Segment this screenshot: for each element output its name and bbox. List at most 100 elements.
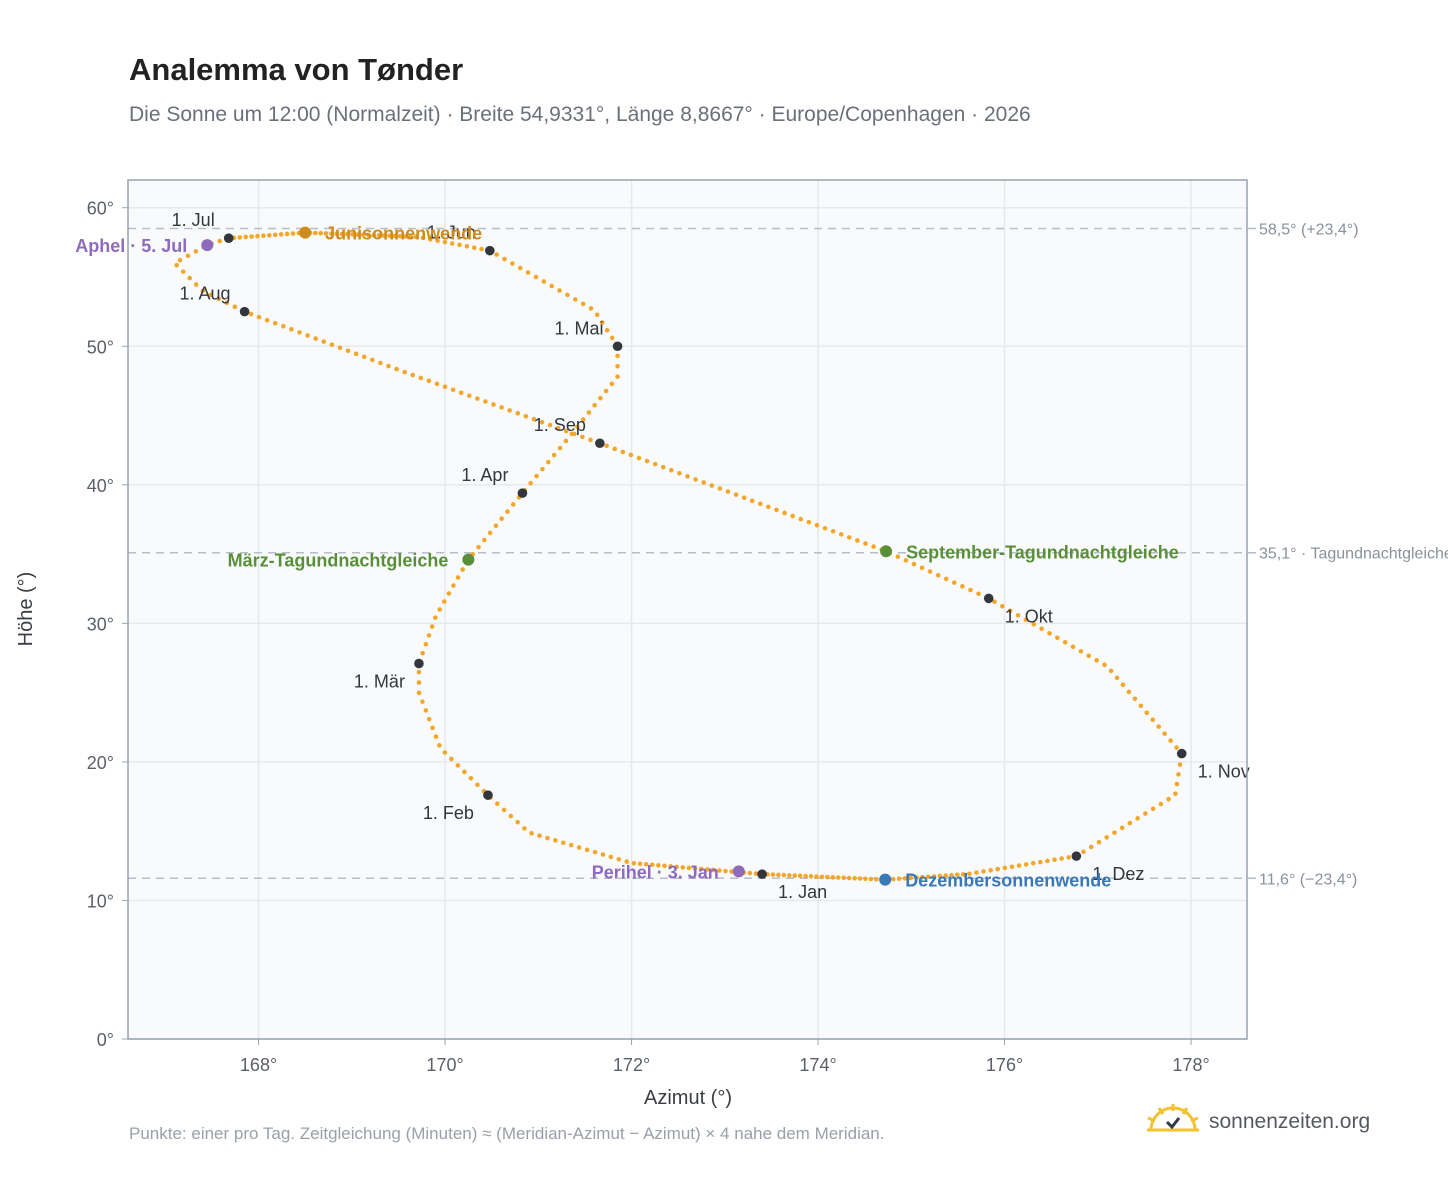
- daily-sun-point: [628, 452, 634, 458]
- daily-sun-point: [1016, 863, 1022, 868]
- daily-sun-point: [968, 587, 973, 593]
- daily-sun-point: [649, 862, 655, 868]
- brand[interactable]: sonnenzeiten.org: [1145, 1102, 1370, 1141]
- daily-sun-point: [476, 544, 481, 550]
- daily-sun-point: [588, 437, 593, 443]
- daily-sun-point: [272, 320, 278, 326]
- daily-sun-point: [193, 249, 199, 254]
- y-axis-label: Höhe (°): [15, 572, 37, 647]
- daily-sun-point: [608, 854, 614, 860]
- daily-sun-point: [174, 262, 180, 268]
- daily-sun-point: [903, 558, 909, 563]
- daily-sun-point: [995, 866, 1001, 872]
- month-marker: [612, 341, 623, 352]
- daily-sun-point: [1002, 865, 1008, 871]
- event-markers: Junisonnenwende Aphel · 5. Jul März-Tagund…: [75, 224, 1179, 891]
- daily-sun-point: [1104, 835, 1109, 840]
- y-tick-label: 40°: [87, 476, 114, 496]
- daily-sun-point: [830, 875, 836, 880]
- daily-sun-point: [1150, 717, 1156, 722]
- daily-sun-point: [600, 852, 606, 857]
- daily-sun-point: [588, 306, 594, 311]
- daily-sun-point: [890, 876, 896, 882]
- daily-sun-point: [723, 868, 728, 874]
- daily-sun-point: [974, 870, 979, 875]
- daily-sun-point: [770, 872, 776, 877]
- daily-sun-point: [446, 591, 452, 596]
- plot-background: [128, 180, 1247, 1039]
- chart-subtitle: Die Sonne um 12:00 (Normalzeit) · Breite…: [129, 103, 1031, 126]
- daily-sun-point: [344, 231, 350, 237]
- daily-sun-point: [575, 424, 580, 430]
- daily-sun-point: [797, 873, 803, 879]
- month-marker: [1176, 748, 1187, 759]
- daily-sun-point: [1088, 844, 1094, 850]
- daily-sun-point: [378, 360, 383, 366]
- daily-sun-point: [493, 523, 499, 529]
- daily-sun-point: [1162, 731, 1167, 736]
- daily-sun-point: [427, 237, 433, 242]
- daily-sun-point: [272, 232, 278, 238]
- daily-sun-point: [450, 387, 456, 393]
- daily-sun-point: [547, 422, 553, 428]
- daily-sun-point: [580, 301, 586, 307]
- daily-sun-point: [449, 241, 455, 246]
- daily-sun-point: [1047, 630, 1052, 636]
- daily-sun-point: [217, 238, 222, 244]
- daily-sun-point: [1119, 825, 1125, 831]
- month-marker: [485, 245, 495, 256]
- daily-sun-point: [863, 541, 868, 546]
- daily-sun-point: [350, 232, 355, 237]
- daily-sun-point: [1108, 668, 1114, 674]
- daily-sun-point: [435, 238, 440, 244]
- daily-sun-point: [603, 388, 609, 394]
- daily-sun-point: [863, 876, 868, 882]
- daily-sun-point: [408, 234, 414, 239]
- daily-sun-point: [1066, 855, 1071, 860]
- daily-sun-point: [449, 756, 454, 762]
- reference-line-label: 35,1° · Tagundnachtgleiche: [1259, 546, 1448, 563]
- daily-sun-point: [510, 261, 515, 266]
- y-tick-label: 60°: [87, 199, 114, 219]
- daily-sun-point: [1156, 724, 1162, 729]
- daily-sun-point: [281, 323, 286, 329]
- daily-sun-point: [1112, 830, 1117, 835]
- daily-sun-point: [599, 320, 605, 325]
- daily-sun-point: [557, 445, 563, 451]
- daily-sun-point: [1144, 710, 1150, 716]
- daily-sun-point: [507, 408, 512, 413]
- daily-sun-point: [604, 327, 610, 333]
- daily-sun-point: [376, 233, 382, 238]
- daily-sun-point: [729, 869, 734, 874]
- daily-sun-point: [798, 516, 804, 522]
- daily-sun-point: [1030, 860, 1036, 866]
- daily-sun-point: [429, 624, 435, 629]
- daily-sun-point: [1009, 864, 1015, 870]
- daily-sun-point: [1059, 856, 1064, 861]
- daily-sun-point: [394, 366, 399, 372]
- daily-sun-point: [592, 403, 597, 408]
- daily-sun-point: [790, 513, 795, 519]
- daily-sun-point: [652, 461, 658, 467]
- daily-sun-point: [557, 288, 562, 293]
- daily-sun-point: [392, 233, 398, 239]
- month-label: 1. Jul: [172, 210, 215, 230]
- daily-sun-point: [960, 584, 965, 589]
- daily-sun-point: [1168, 738, 1173, 743]
- daily-sun-point: [313, 230, 318, 236]
- daily-sun-point: [545, 835, 550, 841]
- daily-sun-point: [328, 231, 334, 236]
- daily-sun-point: [539, 419, 545, 425]
- y-tick-label: 10°: [87, 891, 114, 911]
- daily-sun-point: [243, 234, 248, 240]
- event-label: März-Tagundnachtgleiche: [228, 551, 449, 571]
- brand-name: sonnenzeiten.org: [1209, 1109, 1371, 1133]
- daily-sun-point: [662, 863, 667, 869]
- daily-sun-point: [323, 231, 329, 236]
- daily-sun-point: [442, 750, 448, 755]
- month-label: 1. Jun: [427, 223, 476, 243]
- daily-sun-point: [594, 312, 600, 318]
- daily-sun-point: [592, 849, 598, 855]
- daily-sun-point: [549, 283, 554, 289]
- daily-sun-point: [822, 525, 828, 531]
